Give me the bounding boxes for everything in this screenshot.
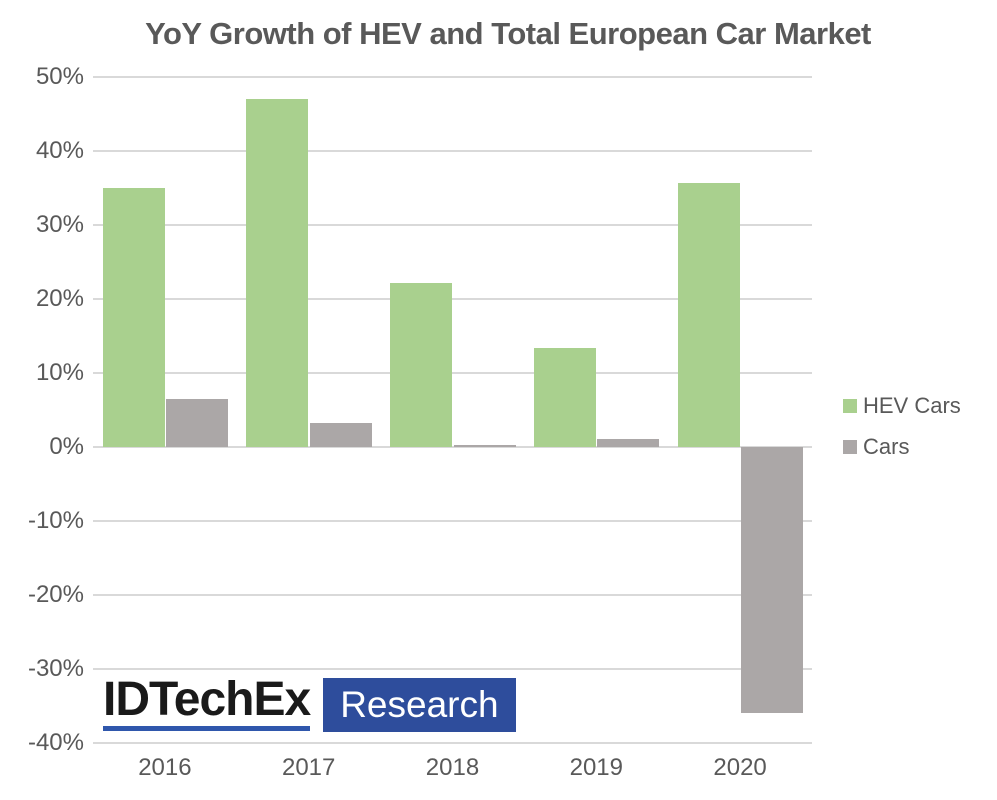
y-axis-tick-label--30: -30% [27,655,84,682]
y-axis-tick-label-20: 20% [35,285,84,312]
hev-cars-swatch-icon [843,399,857,413]
gridline--30 [93,668,812,670]
bar-hev-cars-2020 [677,182,740,447]
y-axis-tick-label-10: 10% [35,359,84,386]
idtechex-logo-brand-wrap: IDTechEx [103,673,311,731]
legend-item-hev-cars: HEV Cars [843,393,961,419]
bar-hev-cars-2019 [533,347,596,447]
y-axis-tick-label-0: 0% [49,433,84,460]
y-axis-tick-label-40: 40% [35,137,84,164]
idtechex-logo-text: IDTechEx [103,673,311,726]
gridline-0 [93,446,812,448]
y-axis-tick-label--10: -10% [27,507,84,534]
cars-swatch-icon [843,440,857,454]
x-axis-tick-label-2019: 2019 [569,754,623,781]
bar-hev-cars-2018 [390,282,453,447]
legend-label-hev-cars: HEV Cars [863,393,961,418]
bar-cars-2019 [597,438,660,447]
idtechex-logo-underline [103,726,311,731]
legend: HEV Cars Cars [843,393,961,475]
gridline--40 [93,742,812,744]
y-axis-tick-label-30: 30% [35,211,84,238]
gridline-20 [93,298,812,300]
x-axis-tick-label-2018: 2018 [425,754,480,781]
bar-cars-2018 [453,444,516,447]
x-axis-tick-label-2016: 2016 [138,754,192,781]
legend-item-cars: Cars [843,434,961,460]
bar-cars-2016 [166,398,228,447]
x-axis-tick-label-2020: 2020 [713,754,767,781]
gridline-30 [93,224,812,226]
bar-hev-cars-2017 [246,99,309,447]
gridline--20 [93,594,812,596]
y-axis-tick-label--20: -20% [27,581,84,608]
idtechex-logo: IDTechEx Research [103,673,516,732]
bar-cars-2020 [741,447,804,714]
legend-label-cars: Cars [863,434,910,459]
bar-hev-cars-2016 [102,188,165,447]
y-axis-tick-label--40: -40% [27,729,84,756]
gridline-10 [93,372,812,374]
gridline-50 [93,76,812,78]
gridline-40 [93,150,812,152]
bar-cars-2017 [309,423,372,447]
y-axis-tick-label-50: 50% [35,63,84,90]
x-axis-tick-label-2017: 2017 [281,754,336,781]
chart-title: YoY Growth of HEV and Total European Car… [145,16,871,51]
gridline--10 [93,520,812,522]
idtechex-research-badge: Research [323,678,516,732]
